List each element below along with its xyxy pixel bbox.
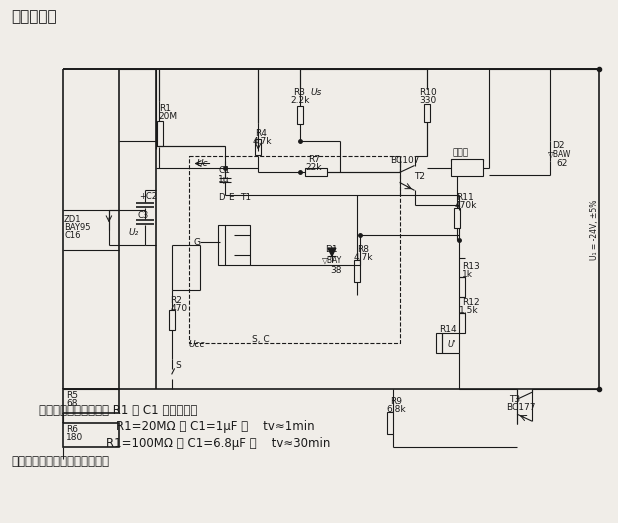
Bar: [387, 412, 392, 434]
Bar: [353, 260, 360, 282]
Text: 20M: 20M: [159, 112, 178, 121]
Text: Ucc: Ucc: [188, 339, 205, 349]
Bar: [459, 313, 465, 333]
Text: T3: T3: [509, 395, 520, 404]
Text: 1.5k: 1.5k: [459, 306, 479, 315]
Text: C1: C1: [218, 165, 231, 175]
Bar: [425, 104, 431, 122]
Text: Uc: Uc: [197, 158, 208, 167]
Text: R7: R7: [308, 155, 320, 164]
Text: ZD1: ZD1: [64, 215, 82, 224]
Text: 1μ: 1μ: [218, 175, 230, 185]
Bar: [188, 155, 400, 343]
Text: 68: 68: [66, 399, 78, 408]
Text: 电路所带的负载为继电器线圈。: 电路所带的负载为继电器线圈。: [11, 455, 109, 468]
Text: 1k: 1k: [462, 270, 473, 279]
Text: 470: 470: [171, 304, 188, 313]
Text: T1: T1: [240, 194, 252, 202]
Bar: [63, 389, 119, 413]
Text: R11: R11: [456, 194, 474, 202]
Bar: [297, 106, 303, 124]
Text: ▽BAY: ▽BAY: [322, 256, 342, 265]
Text: U₁ = -24V, ±5%: U₁ = -24V, ±5%: [590, 200, 599, 260]
Text: 长延时开关: 长延时开关: [11, 9, 57, 25]
Text: +C2: +C2: [139, 192, 157, 201]
Bar: [436, 333, 442, 353]
Text: D: D: [218, 194, 225, 202]
Text: R10: R10: [420, 88, 438, 97]
Bar: [63, 423, 119, 447]
Text: U₂: U₂: [129, 228, 139, 237]
Text: R6: R6: [66, 425, 78, 434]
Text: R12: R12: [462, 298, 480, 307]
Text: 22k: 22k: [305, 163, 321, 172]
Text: D2: D2: [552, 141, 564, 150]
Text: 继电器: 继电器: [452, 149, 468, 157]
Text: C3: C3: [138, 211, 149, 220]
Text: 330: 330: [420, 96, 437, 105]
Text: S, C: S, C: [252, 335, 270, 344]
Text: Us: Us: [310, 88, 321, 97]
Text: R1=20MΩ 和 C1=1μF 时    tv≈1min: R1=20MΩ 和 C1=1μF 时 tv≈1min: [116, 420, 315, 433]
Text: 180: 180: [66, 433, 83, 442]
Bar: [218, 225, 250, 265]
Bar: [169, 310, 175, 329]
Text: ▽BAW: ▽BAW: [548, 150, 571, 158]
Text: R1: R1: [159, 104, 171, 113]
Text: 4.7k: 4.7k: [353, 253, 373, 262]
Bar: [305, 168, 327, 176]
Text: R1=100MΩ 和 C1=6.8μF 时    tv≈30min: R1=100MΩ 和 C1=6.8μF 时 tv≈30min: [106, 437, 330, 450]
Text: C16: C16: [64, 231, 80, 240]
Text: 本电路延时时间由改变 R1 和 C1 调整。例如: 本电路延时时间由改变 R1 和 C1 调整。例如: [39, 404, 198, 417]
Text: 2.2k: 2.2k: [290, 96, 310, 105]
Text: 6.8k: 6.8k: [387, 405, 406, 414]
Bar: [459, 277, 465, 297]
Text: BAY95: BAY95: [64, 223, 91, 232]
Text: R2: R2: [171, 296, 182, 305]
Text: R9: R9: [389, 397, 402, 406]
Bar: [255, 139, 261, 155]
Text: 4.7k: 4.7k: [252, 137, 272, 146]
Bar: [157, 121, 163, 145]
Polygon shape: [328, 248, 336, 256]
Text: T2: T2: [415, 173, 426, 181]
Text: S: S: [176, 361, 181, 370]
Text: R13: R13: [462, 262, 480, 271]
Text: BC107: BC107: [389, 155, 419, 165]
Text: R4: R4: [255, 129, 267, 138]
Text: G: G: [193, 238, 200, 247]
Text: BC177: BC177: [506, 403, 536, 412]
Text: U': U': [447, 339, 455, 349]
Bar: [451, 158, 483, 176]
Text: D1: D1: [325, 245, 337, 254]
Text: E: E: [229, 194, 234, 202]
Text: 62: 62: [556, 158, 567, 167]
Text: R14: R14: [439, 325, 457, 334]
Text: 38: 38: [330, 266, 341, 275]
Text: 470k: 470k: [454, 201, 476, 210]
Bar: [454, 208, 460, 228]
Text: R8: R8: [357, 245, 369, 254]
Text: R5: R5: [66, 391, 78, 400]
Text: R3: R3: [293, 88, 305, 97]
